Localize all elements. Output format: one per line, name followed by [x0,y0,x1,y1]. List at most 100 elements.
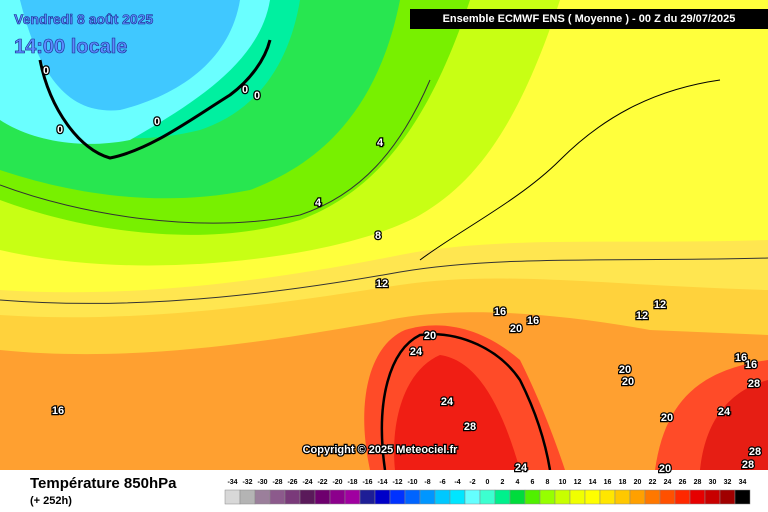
legend-swatch [584,489,601,505]
legend-swatch [314,489,331,505]
legend-label: -34 [227,479,237,486]
contour-label: 28 [749,446,761,458]
contour-label: 24 [410,346,423,358]
legend-label: 16 [604,479,612,486]
legend-label: 30 [709,479,717,486]
legend-swatch [494,489,511,505]
contour-label: 12 [654,299,666,311]
legend-swatch [674,489,691,505]
legend-label: 18 [619,479,627,486]
contour-label: 4 [315,197,322,209]
coastline [419,79,721,261]
legend-swatch [224,489,241,505]
legend-label: 2 [501,479,505,486]
legend-label: -22 [317,479,327,486]
legend-label: 12 [574,479,582,486]
legend-label: -8 [424,479,430,486]
legend-label: -2 [469,479,475,486]
legend-label: 6 [531,479,535,486]
isotherm [0,79,431,224]
legend-label: -28 [272,479,282,486]
contour-label: 16 [52,405,64,417]
legend-swatch [509,489,526,505]
contour-label: 16 [735,352,747,364]
legend-swatch [569,489,586,505]
contour-label: 28 [748,378,760,390]
legend-label: -10 [407,479,417,486]
contour-label: 0 [57,124,63,136]
legend-label: 0 [486,479,490,486]
legend-swatch [719,489,736,505]
legend-swatch [734,489,751,505]
run-info: Ensemble ECMWF ENS ( Moyenne ) - 00 Z du… [443,13,736,25]
contour-label: 0 [242,84,248,96]
legend-swatch [419,489,436,505]
run-box [410,9,768,29]
legend-swatch [464,489,481,505]
legend-label: -24 [302,479,312,486]
contour-label: 20 [659,463,671,475]
contour-label: 20 [622,376,634,388]
legend-swatch [539,489,556,505]
legend-swatch [239,489,256,505]
time: 14:00 locale [14,36,127,58]
legend-label: -26 [287,479,297,486]
contour-label: 12 [376,278,388,290]
legend-label: 22 [649,479,657,486]
isotherm [0,257,768,304]
legend-label: 8 [546,479,550,486]
contour-label: 28 [464,421,476,433]
legend-swatch [284,489,301,505]
contour-label: 28 [742,459,754,471]
contour-label: 8 [375,230,381,242]
legend-swatch [344,489,361,505]
legend-label: -30 [257,479,267,486]
legend-swatch [299,489,316,505]
legend-swatch [404,489,421,505]
legend-label: -16 [362,479,372,486]
legend-label: -6 [439,479,445,486]
legend-label: 28 [694,479,702,486]
legend-swatch [389,489,406,505]
contour-label: 16 [745,359,757,371]
legend-label: 20 [634,479,642,486]
legend-label: -18 [347,479,357,486]
contour-label: 24 [441,396,454,408]
contour-label: 16 [494,306,506,318]
legend-swatch [434,489,451,505]
legend-label: 32 [724,479,732,486]
contour-label: 16 [527,315,539,327]
legend-label: 34 [739,479,747,486]
date: Vendredi 8 août 2025 [14,11,153,27]
legend-label: 26 [679,479,687,486]
legend-swatch [254,489,271,505]
zero-isotherm [38,39,272,160]
contour-label: 20 [661,412,673,424]
legend-swatch [479,489,496,505]
legend-swatch [374,489,391,505]
legend-swatch [329,489,346,505]
legend-label: -12 [392,479,402,486]
contour-label: 12 [636,310,648,322]
legend-label: 4 [516,479,520,486]
legend-swatch [599,489,616,505]
contour-label: 20 [619,364,631,376]
contour-label: 20 [510,323,522,335]
copyright: Copyright © 2025 Meteociel.fr [303,444,459,456]
legend-swatch [704,489,721,505]
hot-core [394,355,520,470]
contour-label: 24 [718,406,731,418]
legend-swatch [524,489,541,505]
legend-label: -32 [242,479,252,486]
contour-label: 0 [154,116,160,128]
footer-title: Température 850hPa [30,475,177,492]
hot-core [700,380,768,470]
legend-label: -14 [377,479,387,486]
legend-label: 10 [559,479,567,486]
legend-label: 14 [589,479,597,486]
isotherm [380,333,552,471]
contour-label: 24 [515,462,528,474]
legend-swatch [554,489,571,505]
